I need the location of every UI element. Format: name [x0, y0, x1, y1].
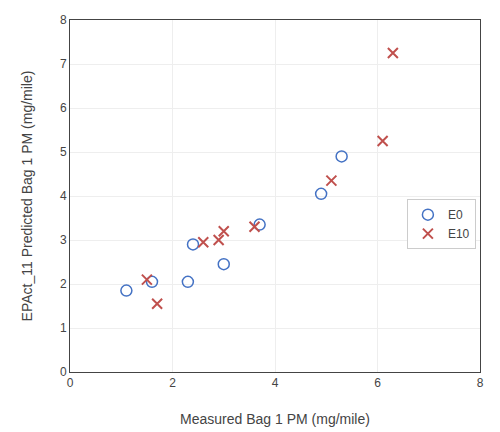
svg-text:2: 2: [60, 277, 67, 291]
svg-text:4: 4: [60, 189, 67, 203]
svg-text:8: 8: [60, 13, 67, 27]
svg-text:E0: E0: [448, 208, 463, 222]
svg-text:1: 1: [60, 321, 67, 335]
svg-text:0: 0: [67, 376, 74, 390]
svg-text:6: 6: [60, 101, 67, 115]
svg-text:3: 3: [60, 233, 67, 247]
svg-text:8: 8: [477, 376, 484, 390]
svg-text:EPAct_11 Predicted Bag 1 PM (m: EPAct_11 Predicted Bag 1 PM (mg/mile): [19, 71, 35, 322]
svg-text:6: 6: [374, 376, 381, 390]
svg-text:5: 5: [60, 145, 67, 159]
svg-text:7: 7: [60, 57, 67, 71]
svg-text:E10: E10: [448, 227, 470, 241]
svg-text:4: 4: [272, 376, 279, 390]
svg-text:0: 0: [60, 365, 67, 379]
svg-text:Measured Bag 1 PM (mg/mile): Measured Bag 1 PM (mg/mile): [180, 411, 370, 427]
svg-text:2: 2: [169, 376, 176, 390]
